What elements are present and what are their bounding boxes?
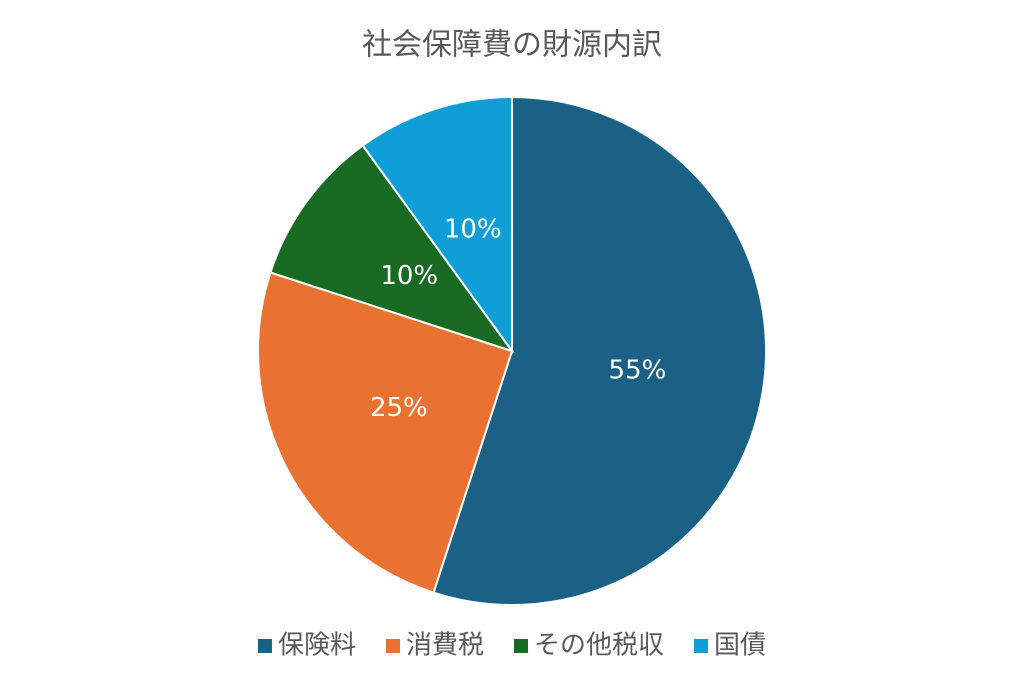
data-label: 10% [444,215,502,245]
data-label: 10% [380,261,438,291]
legend-swatch [694,639,709,653]
pie-slice [432,95,767,606]
data-label: 25% [370,393,428,423]
legend-swatch [385,639,400,653]
legend-label: 国債 [714,631,766,661]
pie-slice [257,271,514,594]
chart-title: 社会保障費の財源内訳 [362,28,662,63]
pie-slice [361,95,513,355]
legend-swatch [257,639,272,653]
data-label: 55% [609,355,667,385]
pie-slice [269,144,515,353]
legend-label: その他税収 [534,631,664,661]
legend-swatch [514,639,528,653]
legend-label: 保険料 [278,631,356,661]
legend-label: 消費税 [406,631,484,661]
